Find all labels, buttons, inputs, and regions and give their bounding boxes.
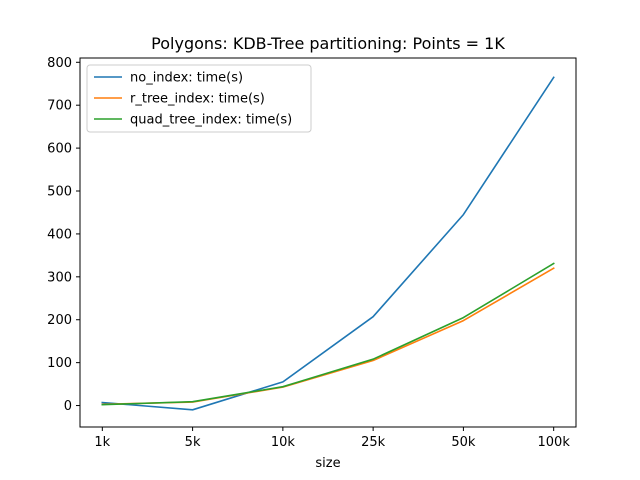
x-tick-label: 25k — [361, 435, 386, 450]
plot-area-frame — [79, 57, 577, 428]
legend-label-1: r_tree_index: time(s) — [130, 92, 265, 107]
x-axis-label: size — [315, 456, 340, 471]
y-tick-label: 600 — [47, 142, 72, 157]
legend-label-0: no_index: time(s) — [130, 71, 243, 86]
y-axis-ticks: 0 100 200 300 400 500 600 700 800 — [47, 56, 80, 414]
y-tick-label: 100 — [47, 356, 72, 371]
y-tick-label: 200 — [47, 313, 72, 328]
y-tick-label: 300 — [47, 270, 72, 285]
series-lines — [101, 76, 555, 411]
y-tick-label: 700 — [47, 99, 72, 114]
chart-title: Polygons: KDB-Tree partitioning: Points … — [151, 34, 505, 53]
x-tick-label: 1k — [94, 435, 110, 450]
y-tick-label: 0 — [64, 399, 72, 414]
x-tick-label: 100k — [538, 435, 571, 450]
x-tick-label: 5k — [185, 435, 201, 450]
legend-box — [86, 64, 312, 133]
y-tick-label: 500 — [47, 185, 72, 200]
x-tick-label: 50k — [451, 435, 476, 450]
x-tick-label: 10k — [271, 435, 296, 450]
y-tick-label: 400 — [47, 227, 72, 242]
x-axis-ticks: 1k 5k 10k 25k 50k 100k — [94, 427, 570, 450]
series-line-2 — [101, 262, 555, 406]
legend: no_index: time(s) r_tree_index: time(s) qu… — [86, 64, 312, 133]
legend-label-2: quad_tree_index: time(s) — [130, 113, 292, 128]
y-tick-label: 800 — [47, 56, 72, 71]
series-line-0 — [101, 76, 555, 411]
